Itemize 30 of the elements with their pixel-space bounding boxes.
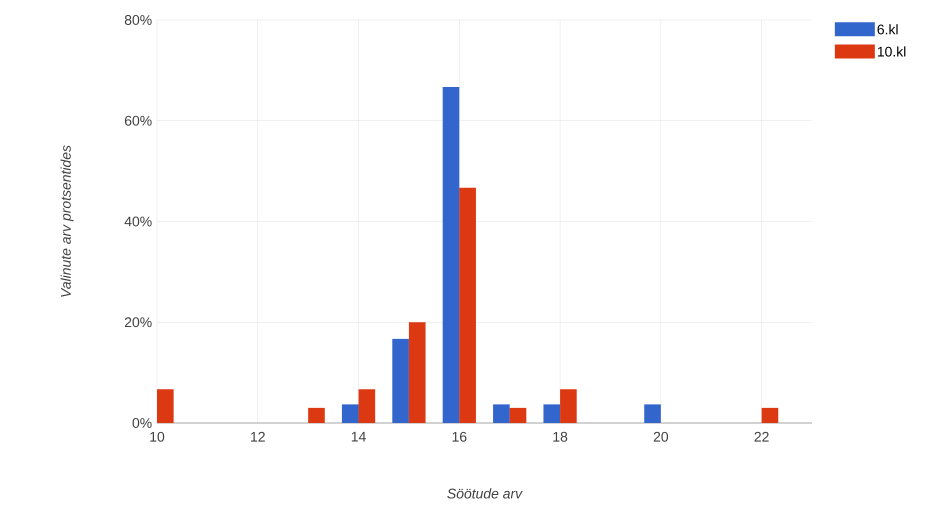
- x-tick-label: 18: [553, 432, 568, 442]
- bar: [493, 404, 510, 423]
- y-tick-label: 60%: [124, 116, 152, 126]
- bar: [644, 404, 661, 423]
- bar: [459, 188, 476, 423]
- legend-label: 10.kl: [878, 46, 906, 57]
- bar: [408, 322, 426, 423]
- bar: [308, 408, 325, 423]
- bar: [442, 87, 460, 423]
- x-tick-label: 22: [754, 432, 769, 442]
- x-tick-label: 10: [150, 432, 164, 442]
- bar: [510, 408, 526, 423]
- x-tick-label: 14: [352, 432, 366, 442]
- legend-label: 6.kl: [878, 24, 898, 34]
- y-tick-label: 0%: [132, 418, 152, 428]
- bar: [358, 389, 376, 423]
- x-tick-label: 20: [654, 432, 668, 442]
- bar: [342, 404, 359, 423]
- bar: [560, 389, 577, 423]
- bar: [762, 408, 778, 423]
- y-tick-label: 40%: [124, 216, 152, 226]
- bar: [543, 404, 560, 423]
- x-axis-title: Söötude arv: [447, 488, 523, 499]
- y-tick-label: 80%: [124, 15, 152, 25]
- x-tick-label: 16: [452, 432, 466, 442]
- bar: [392, 338, 409, 423]
- x-tick-label: 12: [251, 432, 265, 442]
- y-axis-title: Valinute arv protsentides: [60, 145, 74, 297]
- bar: [156, 389, 174, 423]
- y-tick-label: 20%: [124, 317, 152, 328]
